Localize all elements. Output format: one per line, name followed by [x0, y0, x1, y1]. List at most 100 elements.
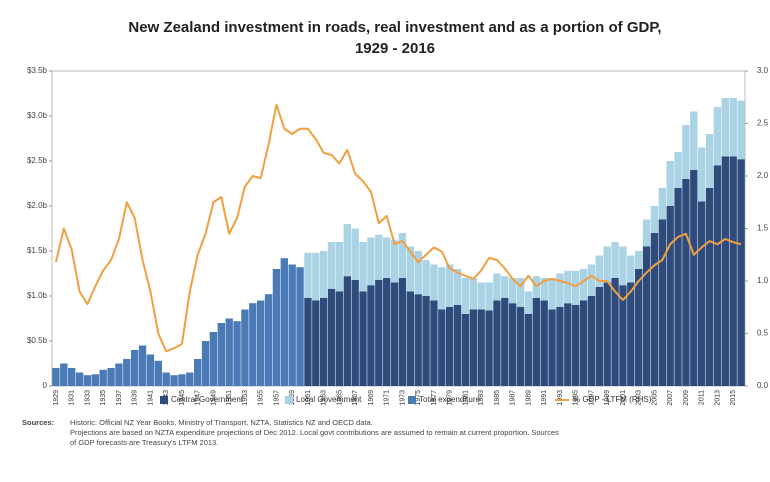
x-tick-label: 1947: [195, 390, 202, 406]
x-tick-label: 1965: [336, 390, 343, 406]
bar: [603, 282, 611, 386]
sources-text: of GDP forecasts are Treasury's LTFM 201…: [70, 438, 218, 447]
bar: [572, 270, 580, 305]
bar: [367, 285, 375, 386]
bar: [485, 310, 493, 386]
bar: [75, 372, 84, 386]
bar: [705, 134, 714, 188]
bar: [477, 282, 485, 310]
chart-title: 1929 - 2016: [355, 40, 435, 57]
bar: [138, 345, 147, 386]
y-tick-label: $1.0b: [27, 291, 48, 300]
x-tick-label: 1983: [478, 390, 485, 406]
bar: [564, 270, 572, 304]
bar: [556, 306, 564, 386]
bar: [107, 368, 115, 386]
x-tick-label: 1973: [399, 390, 406, 406]
bar: [264, 294, 273, 386]
y2-tick-label: 1.5: [757, 224, 769, 233]
x-tick-label: 1937: [116, 390, 123, 406]
y-tick-label: 0: [43, 381, 48, 390]
x-tick-label: 1933: [84, 390, 91, 406]
bar: [572, 305, 580, 386]
bar: [280, 258, 288, 386]
bar: [690, 111, 698, 170]
bar: [737, 100, 745, 160]
y-tick-label: $0.5b: [27, 336, 48, 345]
bar: [603, 246, 611, 283]
x-tick-label: 1941: [147, 390, 154, 406]
bar: [52, 368, 60, 386]
x-tick-label: 2015: [730, 390, 737, 406]
bar: [257, 300, 265, 386]
x-tick-label: 2009: [683, 390, 690, 406]
x-tick-label: 1957: [273, 390, 280, 406]
bar: [60, 363, 68, 386]
bar: [635, 251, 643, 269]
bar: [209, 332, 218, 386]
bar: [619, 246, 627, 286]
bar: [627, 255, 635, 283]
bar: [422, 260, 430, 296]
x-tick-label: 1967: [352, 390, 359, 406]
bar: [540, 300, 548, 386]
bar: [414, 294, 422, 386]
x-tick-label: 1975: [415, 390, 422, 406]
bar: [485, 282, 493, 311]
bar: [406, 291, 414, 386]
bar: [642, 219, 651, 247]
x-tick-label: 1971: [384, 390, 391, 406]
bar: [233, 321, 241, 386]
bar: [414, 251, 422, 295]
bar: [398, 233, 407, 278]
sources-text: Projections are based on NZTA expenditur…: [70, 428, 559, 437]
bar: [296, 267, 304, 386]
bar: [524, 314, 533, 386]
bar: [178, 374, 186, 386]
y-tick-label: $3.5b: [27, 66, 48, 75]
bar: [501, 297, 509, 386]
bar: [312, 300, 320, 386]
legend-label: % GDP - LTFM (RHS): [573, 395, 652, 404]
bar: [359, 242, 367, 292]
bar: [367, 237, 375, 286]
x-tick-label: 2007: [667, 390, 674, 406]
bar: [422, 296, 430, 386]
bar: [146, 354, 155, 386]
legend-swatch: [408, 396, 416, 404]
bar: [729, 156, 737, 386]
bar: [469, 309, 477, 386]
x-tick-label: 1935: [100, 390, 107, 406]
bar: [390, 240, 399, 283]
bar: [509, 278, 517, 304]
bar: [123, 359, 131, 386]
y2-tick-label: 2.5: [757, 119, 769, 128]
bar: [461, 314, 470, 386]
x-tick-label: 1929: [53, 390, 60, 406]
bar: [91, 374, 99, 386]
legend-label: Local Government: [296, 395, 362, 404]
bar: [705, 188, 714, 386]
chart-title: New Zealand investment in roads, real in…: [128, 19, 661, 36]
x-tick-label: 2005: [651, 390, 658, 406]
x-tick-label: 2011: [699, 390, 706, 405]
bar: [351, 279, 359, 386]
bar: [627, 282, 635, 386]
sources-text: Historic: Official NZ Year Books, Minist…: [70, 418, 373, 427]
x-tick-label: 1955: [258, 390, 265, 406]
bar: [446, 306, 454, 386]
bar: [493, 300, 501, 386]
bar: [398, 278, 407, 386]
x-tick-label: 1951: [226, 390, 233, 406]
y-tick-label: $3.0b: [27, 111, 48, 120]
bar: [595, 287, 603, 386]
bar: [501, 276, 509, 298]
y2-tick-label: 3.0: [757, 66, 769, 75]
y-tick-label: $2.0b: [27, 201, 48, 210]
bar: [312, 252, 320, 301]
bar: [383, 237, 391, 278]
bar: [217, 323, 225, 386]
bar: [162, 372, 170, 386]
bar: [83, 375, 92, 386]
